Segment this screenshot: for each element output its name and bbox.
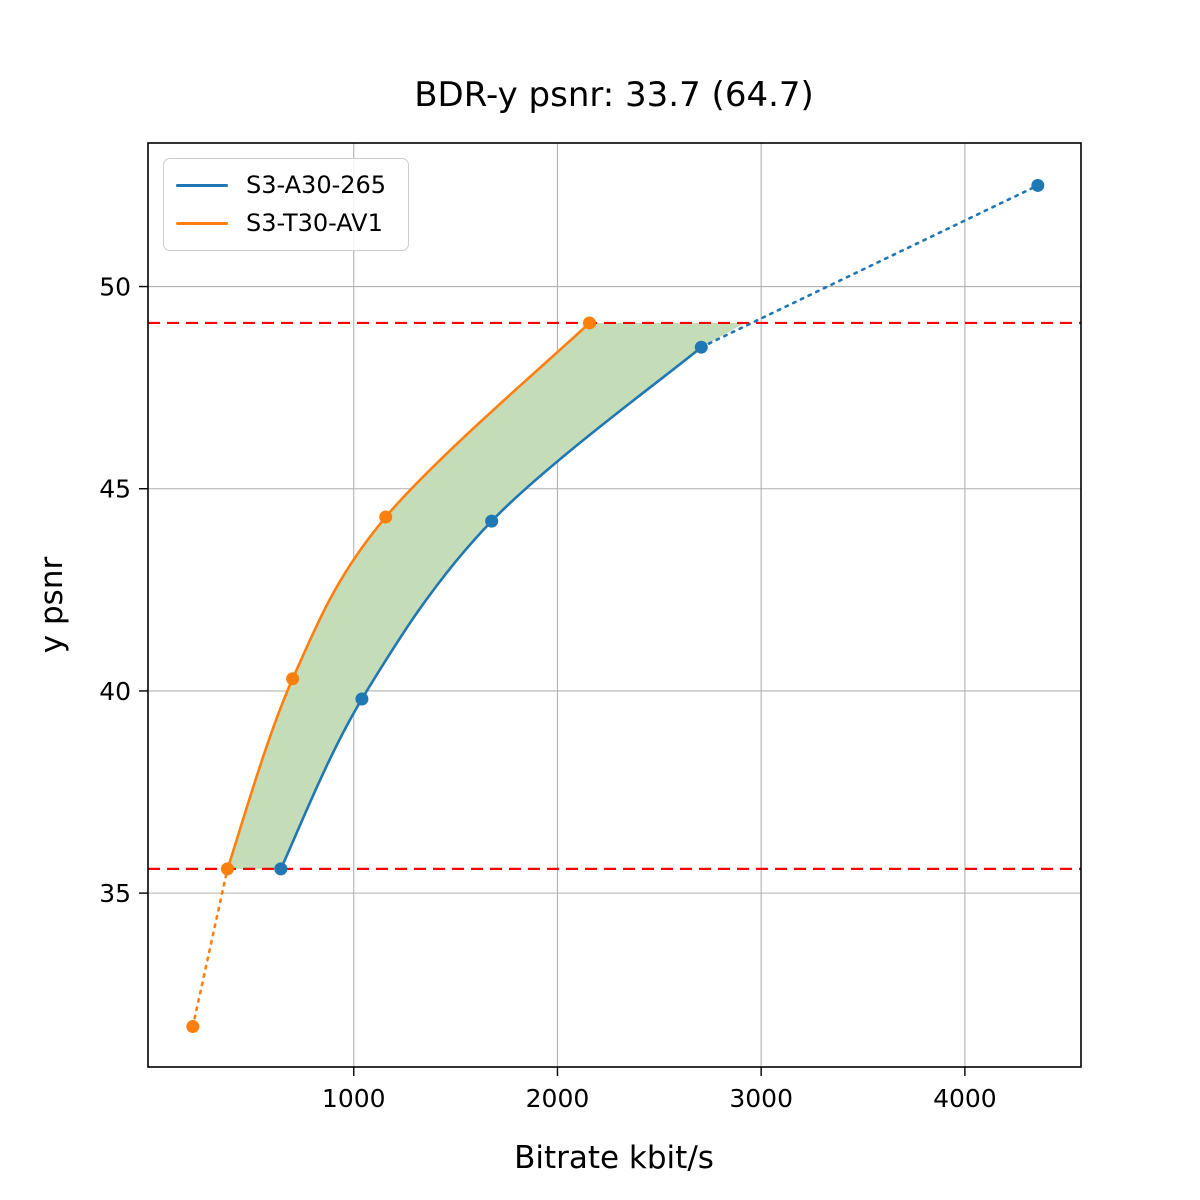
y-tick-label-45: 45 (99, 475, 131, 504)
series-dotted-s3-a30-265 (699, 184, 1040, 349)
legend-line-swatch-blue (176, 183, 228, 187)
x-tick-label-2000: 2000 (526, 1084, 590, 1113)
marker-s3-t30-av1 (186, 1020, 200, 1034)
marker-s3-a30-265 (355, 692, 369, 706)
x-tick-label-3000: 3000 (729, 1084, 793, 1113)
y-axis-label: y psnr (34, 556, 70, 654)
marker-s3-t30-av1 (286, 672, 300, 686)
marker-s3-a30-265 (274, 862, 288, 876)
x-tick-label-1000: 1000 (322, 1084, 386, 1113)
plot-border (147, 142, 1082, 1068)
y-tick-label-40: 40 (99, 677, 131, 706)
y-tick-label-35: 35 (99, 879, 131, 908)
series-line-s3-a30-265 (279, 346, 703, 870)
bd-shaded-region (227, 322, 745, 869)
marker-s3-t30-av1 (220, 862, 234, 876)
marker-s3-a30-265 (694, 340, 708, 354)
legend-label-series-1: S3-A30-265 (246, 171, 387, 199)
marker-s3-a30-265 (485, 514, 499, 528)
marker-s3-t30-av1 (582, 316, 596, 330)
legend: S3-A30-265 S3-T30-AV1 (163, 158, 410, 251)
marker-s3-t30-av1 (379, 510, 393, 524)
marker-s3-a30-265 (1031, 178, 1045, 192)
legend-line-swatch-orange (176, 222, 228, 226)
chart-title: BDR-y psnr: 33.7 (64.7) (414, 75, 814, 115)
x-axis-label: Bitrate kbit/s (514, 1140, 714, 1176)
legend-item-series-2: S3-T30-AV1 (176, 209, 386, 238)
series-dotted-s3-t30-av1 (191, 867, 229, 1028)
y-tick-label-50: 50 (99, 273, 131, 302)
x-tick-label-4000: 4000 (933, 1084, 997, 1113)
legend-label-series-2: S3-T30-AV1 (246, 209, 383, 238)
legend-item-series-1: S3-A30-265 (176, 172, 386, 198)
series-line-s3-t30-av1 (226, 322, 591, 870)
